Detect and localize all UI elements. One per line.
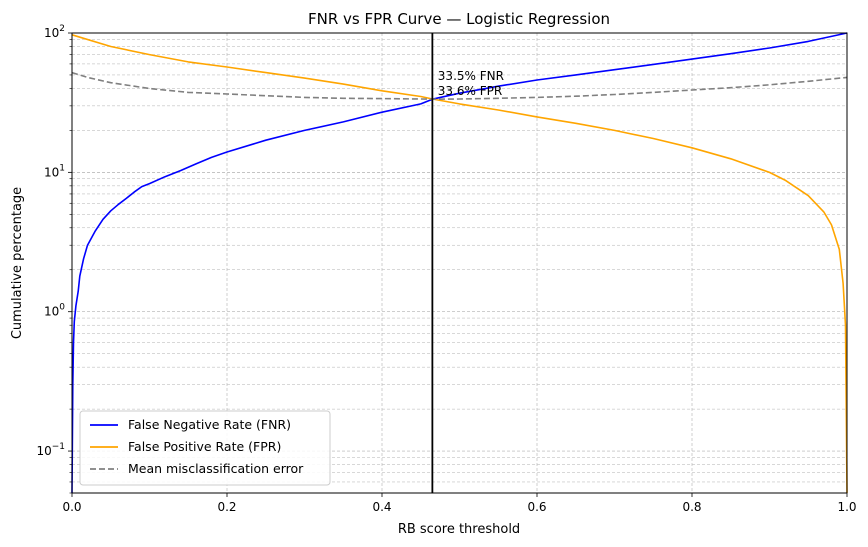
legend-label-1: False Negative Rate (FNR)	[128, 417, 291, 432]
annotation-label: 33.6% FPR	[438, 84, 502, 98]
x-tick-label: 0.0	[62, 500, 81, 514]
legend: False Negative Rate (FNR) False Positive …	[79, 410, 331, 486]
plot-area-frame	[71, 32, 848, 494]
x-tick-label: 0.2	[217, 500, 236, 514]
y-tick-label: 10−1	[36, 442, 65, 458]
x-tick-label: 1.0	[837, 500, 856, 514]
y-tick-label: 101	[44, 163, 65, 179]
y-tick-label: 102	[44, 24, 65, 40]
series-line-1	[71, 32, 848, 494]
series-line-2	[71, 34, 848, 494]
legend-label-3: Mean misclassification error	[128, 461, 304, 476]
y-axis-label: Cumulative percentage	[10, 187, 25, 339]
axis-ticks: 0.0 0.2 0.4 0.6 0.8 1.0 10−1 100 101 102	[36, 24, 856, 514]
annotation-label: 33.5% FNR	[438, 69, 504, 83]
x-tick-label: 0.4	[372, 500, 391, 514]
legend-box	[79, 410, 331, 486]
x-tick-label: 0.8	[682, 500, 701, 514]
chart-title: FNR vs FPR Curve — Logistic Regression	[308, 10, 610, 28]
x-tick-label: 0.6	[527, 500, 546, 514]
legend-label-2: False Positive Rate (FPR)	[128, 439, 281, 454]
x-axis-label: RB score threshold	[398, 522, 520, 537]
y-tick-label: 100	[44, 303, 65, 319]
